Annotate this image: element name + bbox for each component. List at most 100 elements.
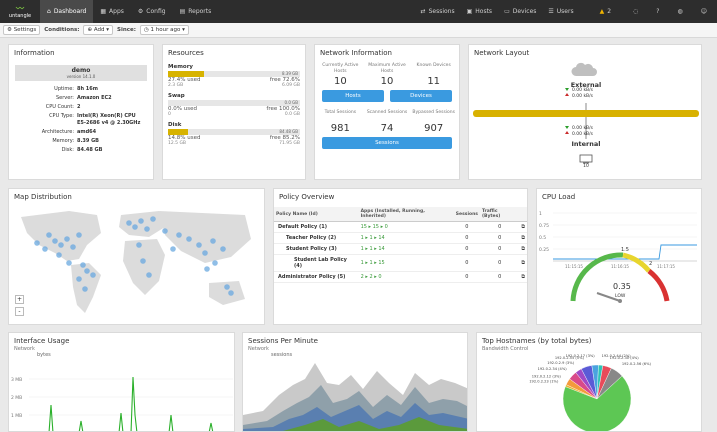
nav-hosts[interactable]: ▣ Hosts — [461, 0, 498, 23]
gauge-label: 1.5 — [621, 247, 629, 253]
map-location-marker[interactable] — [76, 276, 82, 282]
swap-usage-bar: 0.0 GB — [168, 100, 300, 106]
settings-label: Settings — [13, 27, 37, 33]
internal-label: Internal — [571, 140, 601, 148]
policy-row[interactable]: Student Lab Policy (4) 1 ▸ 1 ▸ 15 0 0 ⧉ — [274, 254, 527, 272]
column-header[interactable]: Traffic (Bytes) — [479, 207, 520, 222]
column-header[interactable] — [519, 207, 527, 222]
gauge-green-band — [570, 252, 624, 302]
sessions-chart — [243, 363, 467, 431]
policy-cell: 1 ▸ 1 ▸ 14 — [358, 232, 454, 244]
map-location-marker[interactable] — [56, 252, 62, 258]
policy-row[interactable]: Teacher Policy (2) 1 ▸ 1 ▸ 14 0 0 ⧉ — [274, 232, 527, 244]
info-row: Uptime: 8h 16m — [9, 85, 153, 94]
map-location-marker[interactable] — [196, 242, 202, 248]
map-location-marker[interactable] — [144, 226, 150, 232]
nav-reports[interactable]: ▤ Reports — [173, 0, 219, 23]
pie-slice[interactable] — [562, 375, 632, 432]
map-location-marker[interactable] — [136, 242, 142, 248]
map-location-marker[interactable] — [132, 224, 138, 230]
policy-cell: Administrator Policy (5) — [274, 271, 359, 283]
devices-button[interactable]: Devices — [390, 90, 452, 102]
map-location-marker[interactable] — [220, 246, 226, 252]
policy-row[interactable]: Default Policy (1) 15 ▸ 15 ▸ 0 0 0 ⧉ — [274, 221, 527, 233]
map-location-marker[interactable] — [80, 262, 86, 268]
map-location-marker[interactable] — [76, 232, 82, 238]
map-location-marker[interactable] — [212, 260, 218, 266]
nav-sessions[interactable]: ⇄ Sessions — [415, 0, 461, 23]
map-location-marker[interactable] — [66, 260, 72, 266]
map-location-marker[interactable] — [126, 220, 132, 226]
map-location-marker[interactable] — [202, 250, 208, 256]
map-location-marker[interactable] — [146, 272, 152, 278]
map-location-marker[interactable] — [52, 238, 58, 244]
nav-devices[interactable]: ▭ Devices — [498, 0, 542, 23]
help-button[interactable]: ? — [650, 0, 665, 23]
map-location-marker[interactable] — [90, 272, 96, 278]
widget-title: Sessions Per Minute — [248, 337, 318, 345]
resources-body: Memory 8.39 GB 27.4% used free 72.6% 2.3 GB 6… — [163, 64, 305, 146]
reports-icon: ▤ — [179, 8, 186, 15]
map-location-marker[interactable] — [228, 290, 234, 296]
map-location-marker[interactable] — [210, 238, 216, 244]
map-location-marker[interactable] — [42, 246, 48, 252]
open-policy-icon[interactable]: ⧉ — [519, 254, 527, 272]
since-select[interactable]: ◷ 1 hour ago ▾ — [139, 25, 189, 35]
column-header[interactable]: Apps (Installed, Running, Inherited) — [358, 207, 454, 222]
map-location-marker[interactable] — [138, 218, 144, 224]
internal-device-count: 10 — [583, 164, 589, 169]
map-location-marker[interactable] — [46, 232, 52, 238]
map-location-marker[interactable] — [140, 258, 146, 264]
open-policy-icon[interactable]: ⧉ — [519, 271, 527, 283]
support-button[interactable]: ◍ — [671, 0, 688, 23]
hosts-button[interactable]: Hosts — [322, 90, 384, 102]
tips-button[interactable]: ◌ — [627, 0, 644, 23]
map-location-marker[interactable] — [58, 242, 64, 248]
column-header[interactable]: Policy Name (Id) — [274, 207, 359, 222]
untangle-logo[interactable]: 〰 untangle — [4, 0, 36, 23]
column-header[interactable]: Sessions — [453, 207, 480, 222]
policy-cell: 0 — [479, 271, 520, 283]
alerts-button[interactable]: ▲ 2 — [594, 0, 617, 23]
x-tick-label: 11:17:15 — [657, 264, 675, 269]
stat-value: 10 — [333, 76, 347, 87]
map-location-marker[interactable] — [84, 268, 90, 274]
nav-dashboard[interactable]: ⌂ Dashboard — [40, 0, 94, 23]
disk-label: Disk — [168, 122, 182, 128]
stat-block: Currently Active Hosts 10 — [317, 63, 364, 87]
account-button[interactable]: ☺ — [695, 0, 713, 23]
information-widget: Information demo version 14.1.0 Uptime: 8… — [8, 44, 154, 180]
map-location-marker[interactable] — [162, 228, 168, 234]
map-location-marker[interactable] — [64, 236, 70, 242]
map-zoom-out-button[interactable]: - — [15, 307, 24, 316]
stat-label: Maximum Active Hosts — [368, 63, 406, 74]
map-location-marker[interactable] — [204, 266, 210, 272]
policy-row[interactable]: Administrator Policy (5) 2 ▸ 2 ▸ 0 0 0 ⧉ — [274, 271, 527, 283]
map-location-marker[interactable] — [70, 244, 76, 250]
policy-row[interactable]: Student Policy (3) 1 ▸ 1 ▸ 14 0 0 ⧉ — [274, 243, 527, 255]
nav-users[interactable]: ☰ Users — [542, 0, 579, 23]
map-location-marker[interactable] — [176, 232, 182, 238]
open-policy-icon[interactable]: ⧉ — [519, 232, 527, 244]
memory-total: 8.39 GB — [281, 71, 298, 76]
map-location-marker[interactable] — [82, 286, 88, 292]
map-location-marker[interactable] — [150, 216, 156, 222]
map-location-marker[interactable] — [224, 284, 230, 290]
map-location-marker[interactable] — [34, 240, 40, 246]
open-policy-icon[interactable]: ⧉ — [519, 221, 527, 233]
open-policy-icon[interactable]: ⧉ — [519, 243, 527, 255]
x-tick-label: 11:15:15 — [565, 264, 583, 269]
sessions-button[interactable]: Sessions — [322, 137, 452, 149]
nav-apps[interactable]: ▦ Apps — [93, 0, 131, 23]
policy-cell: Student Policy (3) — [274, 243, 359, 255]
map-location-marker[interactable] — [170, 246, 176, 252]
map-location-marker[interactable] — [186, 236, 192, 242]
settings-button[interactable]: ⚙ Settings — [3, 25, 41, 35]
info-value: Intel(R) Xeon(R) CPU E5-2686 v4 @ 2.30GH… — [77, 113, 141, 126]
map-zoom-in-button[interactable]: + — [15, 295, 24, 304]
swap-amounts: 0 0.0 GB — [168, 112, 300, 117]
nav-config[interactable]: ⚙ Config — [131, 0, 173, 23]
apps-grid-icon: ▦ — [100, 8, 107, 15]
add-condition-button[interactable]: ⊕ Add ▾ — [83, 25, 114, 35]
policy-cell: 0 — [479, 254, 520, 272]
